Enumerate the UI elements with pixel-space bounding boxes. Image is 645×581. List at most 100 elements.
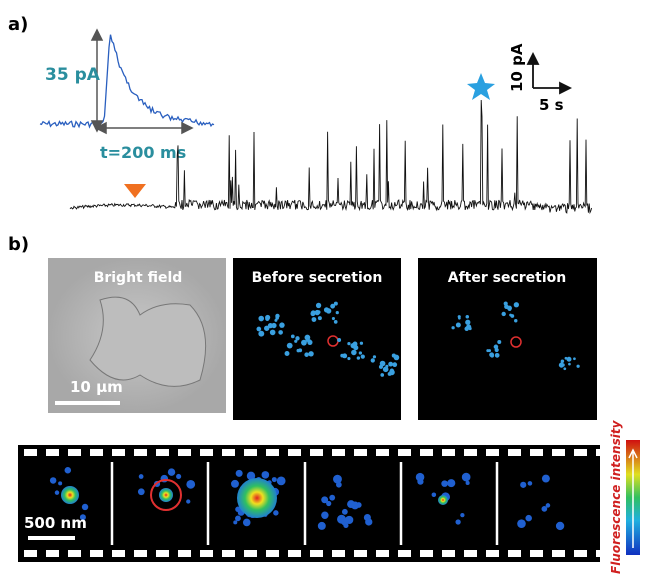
spot [275,313,280,319]
film-perforation [376,550,389,557]
spot [286,342,293,349]
spot [347,500,355,509]
scale-bar [526,51,573,95]
image-scale-label: 10 µm [70,378,123,396]
panel-label: b) [8,234,29,255]
spot [517,519,526,528]
spot [271,477,277,483]
spot [242,518,251,527]
spot [465,315,470,319]
colorbar-arrow [628,448,638,548]
cell-outline [89,296,207,387]
spot [159,488,173,502]
spot [486,349,490,353]
spot [347,356,351,361]
spot [455,322,461,328]
spot [520,481,527,488]
spot [308,351,314,357]
spot [447,479,456,488]
spot [237,478,277,518]
filmstrip-frames [24,449,609,557]
spot [304,352,309,357]
spot [451,326,455,330]
spot [261,471,270,479]
spot [560,359,565,364]
film-perforation [90,550,103,557]
time-scale-label: 5 s [539,96,564,114]
spot [497,340,502,344]
film-perforation [574,550,587,557]
spot [314,309,320,316]
spot [347,341,351,346]
film-perforation [46,550,59,557]
film-perforation [574,449,587,456]
spot [541,506,548,512]
spot [337,338,342,342]
film-perforation [486,449,499,456]
spot [507,305,512,311]
film-perforation [552,449,565,456]
spot [323,307,330,313]
film-perforation [222,550,235,557]
filmstrip-scale-label: 500 nm [24,514,87,532]
spot [61,486,79,504]
spot [315,302,322,309]
spot [265,314,271,321]
spot [329,494,336,501]
spot [441,480,448,487]
spot [372,355,377,359]
spot [307,339,313,345]
fluorescence-image [233,258,401,420]
spot [333,474,342,484]
film-perforation [442,449,455,456]
spike-marker [467,73,495,100]
spot [294,339,298,343]
film-perforation [332,550,345,557]
spot [389,369,395,376]
spot [503,301,508,306]
spot [137,488,145,496]
spot [331,316,335,321]
film-perforation [486,550,499,557]
spot [333,320,338,324]
spot [355,502,362,508]
spot [541,474,550,483]
film-perforation [596,550,609,557]
spot [353,345,359,351]
spot [495,353,499,357]
spot [176,473,182,480]
spot [79,514,86,521]
spot [370,358,375,363]
spot [493,344,499,350]
spot [563,367,567,371]
spot [304,334,311,341]
image-title: Before secretion [252,270,383,286]
film-perforation [156,550,169,557]
spot [278,330,283,335]
spot [284,351,290,356]
spot [558,362,565,368]
spot [568,362,571,366]
spot [264,325,270,331]
spot [341,508,348,515]
film-perforation [244,550,257,557]
film-perforation [200,550,213,557]
spot [380,373,385,377]
spot [455,519,461,525]
film-perforation [596,449,609,456]
film-perforation [178,550,191,557]
region-marker [510,336,522,348]
film-perforation [134,550,147,557]
spot [186,499,191,504]
spot [501,311,506,317]
spot [279,322,285,328]
spot [321,511,329,519]
spot [458,316,461,320]
spot [330,303,336,309]
film-perforation [156,449,169,456]
spot [393,354,400,361]
spot [415,472,425,482]
spot [321,496,329,504]
spot [465,319,471,325]
